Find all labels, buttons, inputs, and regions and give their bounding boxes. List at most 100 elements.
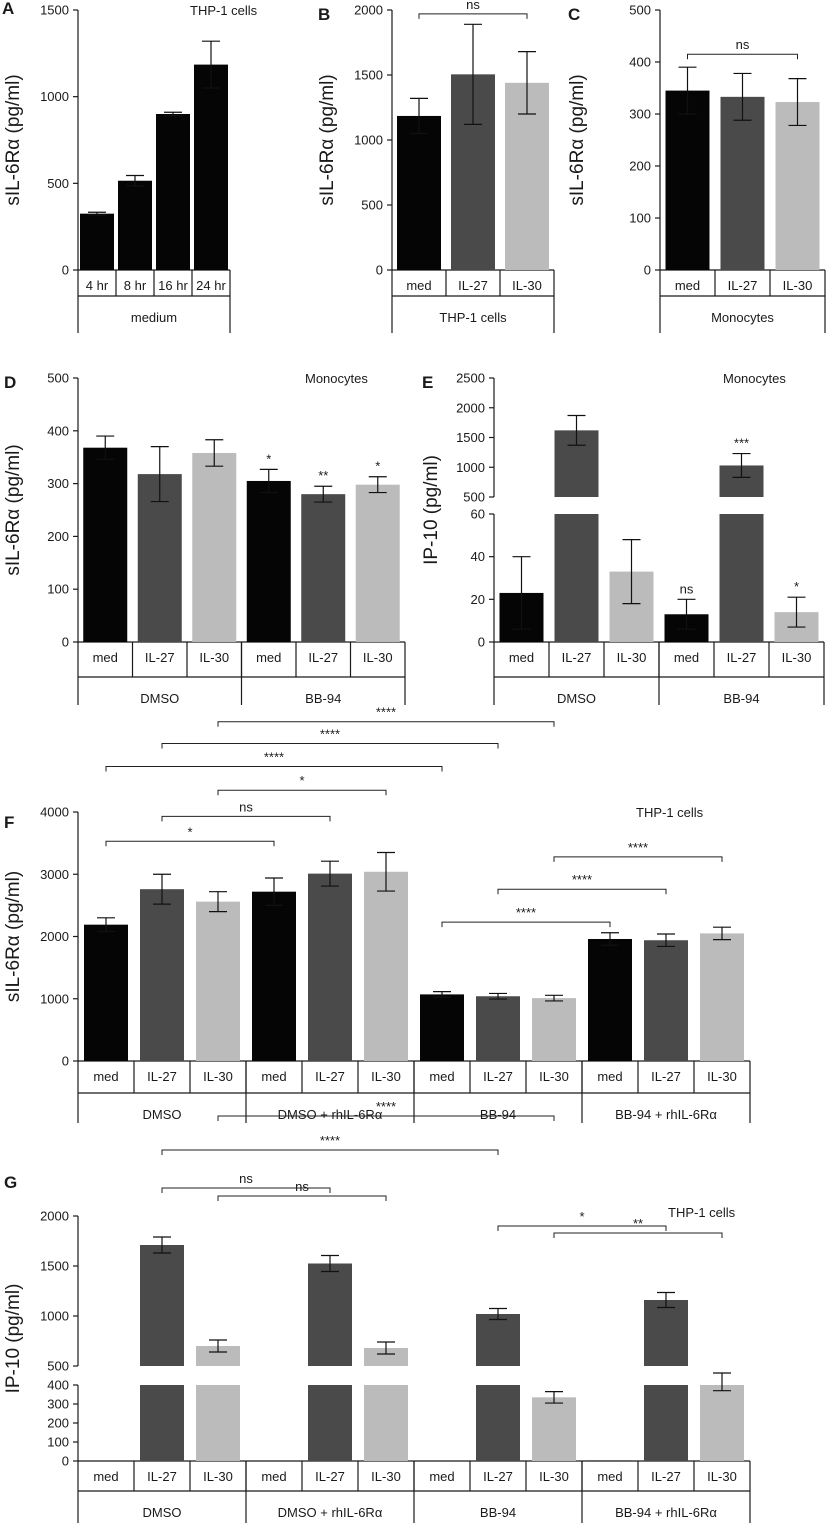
panel-f-category-label: IL-27 [651, 1069, 681, 1084]
panel-g-y-tick-label: 100 [47, 1435, 69, 1450]
panel-a-bar [194, 64, 228, 270]
panel-a-y-tick-label: 1000 [40, 89, 69, 104]
panel-g-category-label: med [597, 1469, 622, 1484]
panel-d-star-label: ** [318, 468, 328, 483]
panel-b-letter: B [318, 5, 330, 24]
panel-g-category-label: IL-27 [315, 1469, 345, 1484]
panel-g-y-tick-label: 1000 [40, 1309, 69, 1324]
panel-e-y-axis-title: IP-10 (pg/ml) [421, 455, 442, 565]
panel-g-category-label: IL-27 [651, 1469, 681, 1484]
panel-f-significance-label: **** [376, 705, 396, 720]
panel-f-significance-label: * [187, 824, 192, 839]
panel-c-category-label: IL-27 [728, 278, 758, 293]
panel-g-y-axis-title: IP-10 (pg/ml) [3, 1284, 24, 1394]
panel-g-y-tick-label: 400 [47, 1378, 69, 1393]
panel-d-category-label: med [256, 650, 281, 665]
panel-e-category-label: IL-27 [727, 650, 757, 665]
panel-f-category-label: med [93, 1069, 118, 1084]
panel-e-y-tick-label: 2000 [456, 400, 485, 415]
panel-d-bar [192, 452, 237, 642]
panel-d-category-label: IL-30 [363, 650, 393, 665]
panel-f-significance-bracket [497, 888, 667, 895]
panel-g-y-tick-label: 200 [47, 1416, 69, 1431]
panel-d-y-tick-label: 100 [47, 582, 69, 597]
panel-f-significance-label: ns [239, 799, 253, 814]
panel-g-group-label: BB-94 + rhIL-6Rα [615, 1505, 717, 1520]
panel-f-significance-bracket [217, 789, 387, 796]
panel-g-significance-bracket [553, 1232, 723, 1238]
panel-c-letter: C [568, 5, 580, 24]
panel-f-y-axis-title: sIL-6Rα (pg/ml) [3, 871, 24, 1002]
panel-f-significance-label: **** [628, 840, 648, 855]
panel-c-y-tick-label: 300 [629, 107, 651, 122]
panel-f-bar [84, 924, 128, 1061]
panel-g-significance-bracket [161, 1187, 331, 1193]
panel-g-significance-bracket [161, 1149, 499, 1155]
panel-b-bar [397, 115, 441, 270]
panel-d-group-label: BB-94 [305, 691, 341, 706]
panel-f-bar [140, 889, 184, 1061]
panel-f-category-label: med [261, 1069, 286, 1084]
panel-f-significance-bracket [217, 721, 555, 727]
panel-b-category-label: IL-27 [458, 278, 488, 293]
panel-f-significance-label: **** [572, 872, 592, 887]
panel-c-bar [665, 90, 710, 270]
panel-b-category-label: med [406, 278, 431, 293]
panel-g-category-label: IL-30 [707, 1469, 737, 1484]
panel-d-star-label: * [266, 451, 271, 466]
panel-e-y-tick-label: 500 [463, 490, 485, 505]
panel-g-bar-upper [364, 1348, 408, 1366]
panel-e-group-label: DMSO [557, 691, 596, 706]
panel-f-bar [476, 996, 520, 1061]
panel-g-significance-label: ns [239, 1171, 253, 1186]
panel-e-category-label: IL-27 [562, 650, 592, 665]
panel-e-group-label: BB-94 [723, 691, 759, 706]
panel-e-y-tick-label: 0 [478, 635, 485, 650]
panel-a-bar [80, 213, 114, 270]
panel-g-bar [700, 1385, 744, 1461]
panel-e-annotation: Monocytes [723, 371, 786, 386]
panel-f-y-tick-label: 3000 [40, 867, 69, 882]
panel-g-y-tick-label: 1500 [40, 1259, 69, 1274]
panel-c-y-tick-label: 500 [629, 3, 651, 18]
panel-d-star-label: * [375, 459, 380, 474]
panel-g-bar-lower [140, 1385, 184, 1461]
panel-b-category-label: IL-30 [512, 278, 542, 293]
panel-g-significance-label: ** [633, 1216, 643, 1231]
panel-g-category-label: med [261, 1469, 286, 1484]
panel-d-bar [355, 484, 400, 642]
panel-e-bar-lower [554, 514, 599, 642]
panel-f-bar [196, 901, 240, 1061]
panel-f-bar [420, 994, 464, 1061]
panel-b-group-label: THP-1 cells [439, 310, 507, 325]
panel-g-y-tick-label: 2000 [40, 1209, 69, 1224]
panel-a-y-tick-label: 1500 [40, 3, 69, 18]
panel-g-group-label: BB-94 [480, 1505, 516, 1520]
panel-g-annotation: THP-1 cells [668, 1205, 736, 1220]
panel-g-category-label: med [429, 1469, 454, 1484]
panel-e-bar-lower [719, 514, 764, 642]
panel-f-category-label: IL-30 [371, 1069, 401, 1084]
panel-d-y-tick-label: 300 [47, 476, 69, 491]
panel-f-category-label: IL-30 [539, 1069, 569, 1084]
panel-f-significance-label: **** [264, 750, 284, 765]
panel-a-y-tick-label: 0 [62, 263, 69, 278]
panel-b-y-tick-label: 2000 [354, 3, 383, 18]
panel-a-group-label: medium [131, 310, 177, 325]
panel-c-y-tick-label: 400 [629, 55, 651, 70]
panel-c-y-axis-title: sIL-6Rα (pg/ml) [567, 74, 588, 205]
panel-f-significance-bracket [105, 766, 443, 772]
panel-c-significance-bracket [687, 53, 798, 60]
panel-c-group-label: Monocytes [711, 310, 774, 325]
panel-a-category-label: 24 hr [196, 278, 226, 293]
panel-f-letter: F [4, 813, 14, 832]
panel-g-significance-label: **** [376, 1099, 396, 1114]
panel-f-bar [308, 873, 352, 1061]
panel-d-y-tick-label: 400 [47, 423, 69, 438]
panel-g-category-label: IL-30 [539, 1469, 569, 1484]
panel-d-y-tick-label: 500 [47, 371, 69, 386]
panel-g-significance-bracket [217, 1115, 555, 1121]
panel-d-category-label: IL-27 [308, 650, 338, 665]
panel-c-category-label: IL-30 [783, 278, 813, 293]
panel-f-y-tick-label: 2000 [40, 929, 69, 944]
